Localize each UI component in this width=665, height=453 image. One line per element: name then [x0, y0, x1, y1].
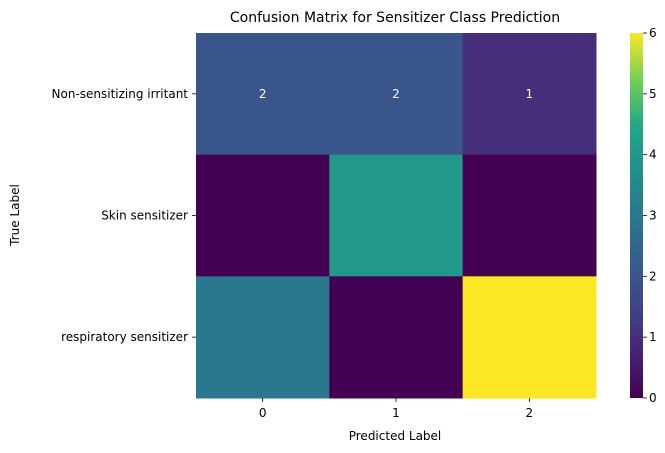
x-axis-ticks: 0 1 2 — [259, 398, 533, 420]
y-axis-ticks: Non-sensitizing irritant Skin sensitizer r… — [52, 87, 196, 344]
x-axis-label: Predicted Label — [349, 429, 442, 443]
heatmap-cell — [329, 154, 464, 277]
heatmap-cell — [329, 276, 464, 399]
cell-value-label: 2 — [259, 87, 267, 101]
heatmap-cell — [196, 154, 330, 277]
heatmap-cell — [196, 33, 330, 156]
colorbar-ticks: 0 1 2 3 4 5 6 — [643, 26, 657, 405]
y-tick-label: Skin sensitizer — [101, 209, 188, 223]
chart-title: Confusion Matrix for Sensitizer Class Pr… — [230, 10, 560, 26]
cell-value-label: 1 — [526, 87, 534, 101]
x-tick-label: 0 — [259, 406, 267, 420]
heatmap-cell — [462, 276, 597, 399]
heatmap-cell — [462, 154, 597, 277]
colorbar-tick-label: 2 — [649, 269, 657, 283]
y-axis-label: True Label — [8, 184, 22, 247]
x-tick-label: 1 — [392, 406, 400, 420]
heatmap-cell — [329, 33, 464, 156]
colorbar-tick-label: 4 — [649, 148, 657, 162]
cell-value-label: 2 — [392, 87, 400, 101]
heatmap-cells — [196, 33, 597, 399]
colorbar-tick-label: 6 — [649, 26, 657, 40]
y-tick-label: Non-sensitizing irritant — [52, 87, 189, 101]
x-tick-label: 2 — [526, 406, 534, 420]
heatmap-cell — [462, 33, 597, 156]
colorbar-tick-label: 5 — [649, 87, 657, 101]
y-tick-label: respiratory sensitizer — [61, 330, 188, 344]
heatmap-cell — [196, 276, 330, 399]
colorbar-tick-label: 1 — [649, 330, 657, 344]
colorbar-tick-label: 3 — [649, 209, 657, 223]
cell-annotations: 2 2 1 — [259, 87, 533, 101]
colorbar — [630, 33, 643, 398]
colorbar-tick-label: 0 — [649, 391, 657, 405]
